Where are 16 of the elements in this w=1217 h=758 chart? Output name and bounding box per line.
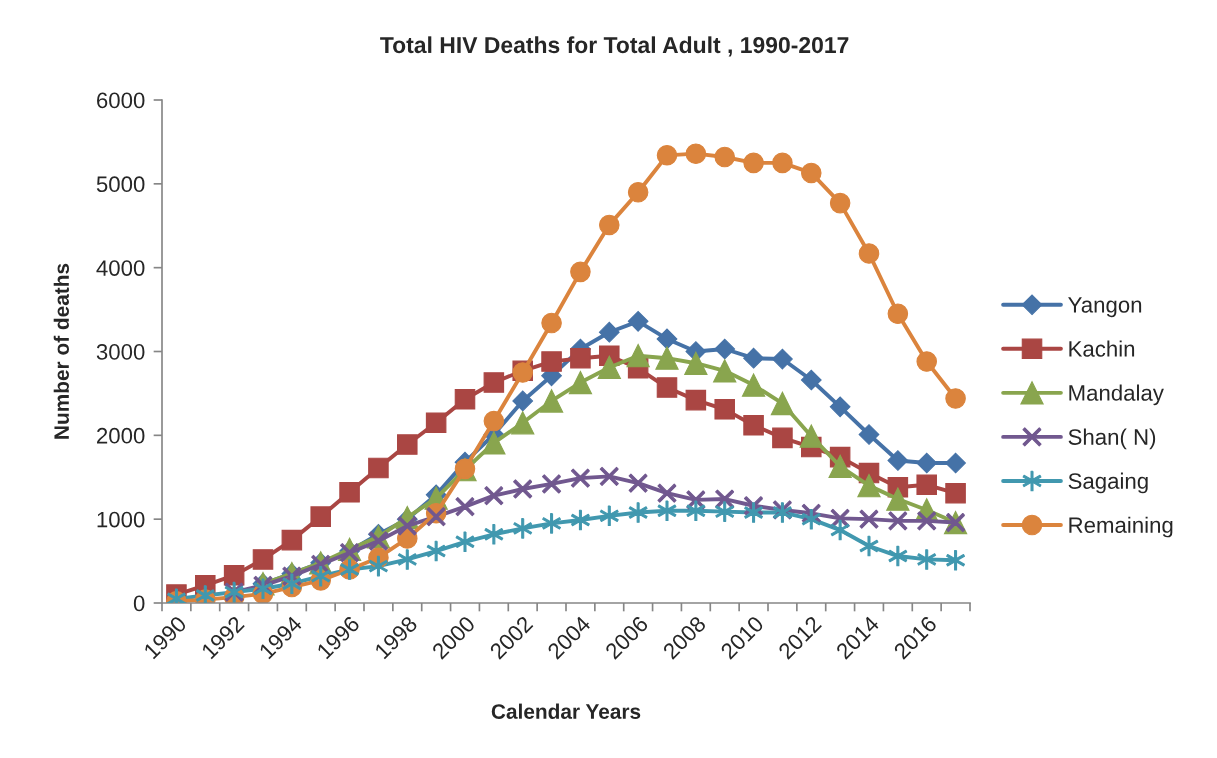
legend-label: Mandalay	[1069, 384, 1164, 406]
legend-label: Sagaing	[1068, 472, 1148, 494]
y-tick-label: 6000	[97, 92, 145, 109]
y-tick-label: 2000	[97, 427, 145, 444]
legend-label: Shan( N)	[1068, 428, 1156, 450]
legend-label: Remaining	[1069, 516, 1173, 538]
y-tick-label: 4000	[96, 260, 145, 276]
chart-title: Total HIV Deaths for Total Adult , 1990-2017	[380, 36, 849, 57]
y-axis-title: Number of deaths	[53, 263, 69, 439]
y-tick-label: 0	[133, 595, 145, 612]
y-tick-label: 1000	[97, 511, 145, 528]
y-tick-label: 3000	[96, 344, 145, 360]
y-tick-label: 5000	[96, 176, 145, 193]
x-axis-title: Calendar Years	[491, 703, 641, 719]
legend-label: Yangon	[1068, 297, 1142, 318]
legend-label: Kachin	[1069, 340, 1135, 357]
